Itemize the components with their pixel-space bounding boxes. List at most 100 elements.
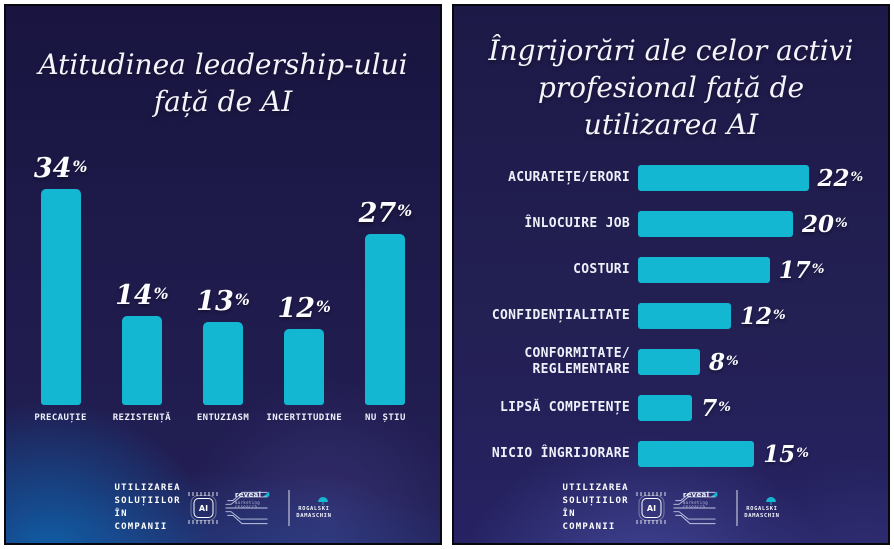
chip-pins-bottom [188,520,219,524]
agency-line-1: ROGALSKI [298,505,330,512]
value-number: 12 [277,292,316,324]
value-number: 34 [33,153,72,185]
row-value-label: 15% [763,443,809,466]
value-number: 7 [701,394,718,422]
right-chart-title: Îngrijorări ale celor activi profesional… [454,32,888,143]
bar-category-label: NU ȘTIU [365,413,406,423]
chip-pins-top [636,492,667,496]
value-number: 13 [196,286,234,318]
bar-value-label: 14% [115,282,168,309]
value-number: 20 [802,210,835,238]
reveal-flag-icon [263,491,270,497]
percent-sign: % [397,201,413,221]
ai-chip-icon: AI [636,492,667,524]
reveal-wordmark: reveal [682,490,718,499]
percent-sign: % [835,214,848,231]
bar-incertitudine [284,328,325,405]
circuit-traces-icon [673,491,716,525]
bar-group-incertitudine: 12% INCERTITUDINE [264,149,345,431]
percent-sign: % [773,306,786,323]
agency-line-2: DAMASCHIN [744,512,780,519]
logo-divider [288,490,290,526]
panel-ai-concerns: Îngrijorări ale celor activi profesional… [452,4,890,545]
bar-row-lipsa-competente: LIPSĂ COMPETENȚE 7% [466,385,882,431]
value-number: 12 [740,302,773,330]
row-value-label: 8% [709,351,739,374]
percent-sign: % [316,296,331,316]
bar-category-label: INCERTITUDINE [266,413,343,423]
right-title-line-3: utilizarea AI [583,108,759,141]
row-value-label: 7% [701,397,731,420]
reveal-tagline: marketing research [682,499,709,509]
bar-group-nu-stiu: 27% NU ȘTIU [345,149,426,431]
reveal-flag-icon [711,491,718,497]
logo-divider [736,490,738,526]
bar-category-label: REZISTENȚĂ [112,413,171,423]
bar-row-confidentialitate: CONFIDENȚIALITATE 12% [466,293,882,339]
row-category-label: NICIO ÎNGRIJORARE [491,445,630,461]
bar-nicio-ingrijorare [638,441,755,467]
campaign-line-3: ÎN COMPANII [114,509,168,532]
campaign-line-1: UTILIZAREA [114,483,181,493]
bar-group-rezistenta: 14% REZISTENȚĂ [101,149,182,431]
chip-pins-top [188,492,219,496]
panel-leadership-attitude: Atitudinea leadership-ului față de AI 34… [4,4,442,545]
chip-pins-bottom [636,520,667,524]
percent-sign: % [726,352,739,369]
row-category-label: ÎNLOCUIRE JOB [524,215,630,231]
rogalski-damaschin-logo: ROGALSKI DAMASCHIN [744,496,780,520]
bar-confidentialitate [638,303,731,329]
row-category-label: CONFORMITATE/ REGLEMENTARE [524,345,630,377]
reveal-tagline: marketing research [234,499,261,509]
umbrella-icon [766,496,776,505]
campaign-wordmark: UTILIZAREA SOLUȚIILOR ÎN COMPANII [115,482,182,534]
bar-value-label: 12% [277,295,330,322]
rogalski-damaschin-logo: ROGALSKI DAMASCHIN [296,496,331,520]
chip-label: AI [190,495,217,521]
left-title-line-1: Atitudinea leadership-ului [38,48,408,81]
bar-acuratete-erori [638,165,809,191]
bar-value-label: 27% [359,200,412,227]
ai-chip-icon: AI [188,492,219,524]
reveal-logo: reveal marketing research [682,490,730,509]
bar-value-label: 13% [196,288,249,315]
bar-inlocuire-job [638,211,793,237]
vertical-bar-chart: 34% PRECAUȚIE 14% REZISTENȚĂ 13% ENTUZIA… [20,149,426,431]
reveal-logo: reveal marketing research [234,490,282,509]
value-number: 27 [358,197,397,229]
bar-category-label: PRECAUȚIE [34,413,87,423]
percent-sign: % [718,398,731,415]
value-number: 17 [778,256,811,284]
bar-category-label: ENTUZIASM [196,413,250,423]
percent-sign: % [796,444,809,461]
chip-label: AI [638,495,665,521]
value-number: 8 [709,348,726,376]
row-value-label: 20% [802,213,848,236]
percent-sign: % [850,168,864,185]
reveal-text: reveal [234,490,262,499]
bar-conformitate-reglementare [638,349,700,375]
horizontal-bar-chart: ACURATEȚE/ERORI 22% ÎNLOCUIRE JOB 20% CO… [466,155,882,477]
campaign-line-3: ÎN COMPANII [562,509,616,532]
bar-lipsa-competente [638,395,693,421]
bar-entuziasm [203,322,243,405]
bar-row-conformitate: CONFORMITATE/ REGLEMENTARE 8% [466,339,882,385]
agency-line-1: ROGALSKI [746,505,778,512]
row-category-label: ACURATEȚE/ERORI [508,169,630,185]
bar-value-label: 34% [34,155,87,182]
percent-sign: % [234,290,250,310]
percent-sign: % [72,156,88,176]
right-title-line-2: profesional față de [537,71,805,104]
left-title-line-2: față de AI [153,85,293,118]
bar-row-inlocuire-job: ÎNLOCUIRE JOB 20% [466,201,882,247]
bar-nu-stiu [365,233,406,405]
circuit-traces-icon [225,491,268,525]
campaign-logo: UTILIZAREA SOLUȚIILOR ÎN COMPANII AI rev… [115,481,332,535]
value-number: 14 [115,280,153,312]
reveal-text: reveal [682,490,710,499]
left-chart-title: Atitudinea leadership-ului față de AI [6,46,440,120]
percent-sign: % [153,283,169,303]
bar-group-entuziasm: 13% ENTUZIASM [182,149,263,431]
bar-row-costuri: COSTURI 17% [466,247,882,293]
